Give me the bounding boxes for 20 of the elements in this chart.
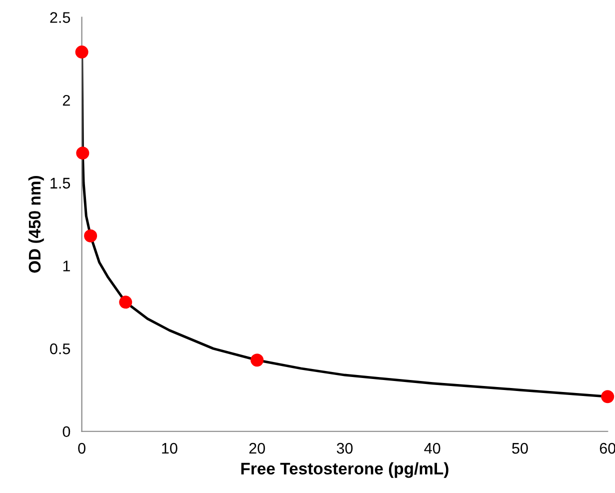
point (75, 46, 88, 59)
point (119, 296, 132, 309)
y-tick-label: 0.5 (50, 343, 70, 354)
x-tick-label: 20 (249, 442, 265, 454)
x-axis-title: Free Testosterone (pg/mL) (241, 462, 448, 478)
y-tick-label: 0 (62, 426, 70, 438)
x-tick-label: 0 (78, 442, 86, 454)
point (84, 229, 98, 242)
x-tick-label: 40 (424, 442, 440, 454)
y-tick-label: 2 (62, 94, 70, 106)
point (76, 146, 90, 160)
x-tick-label: 50 (512, 442, 528, 454)
point (601, 390, 614, 404)
y-tick-label: 2.5 (50, 12, 70, 23)
y-tick-label: 1 (63, 260, 70, 272)
y-tick-label: 1.5 (50, 178, 70, 189)
x-tick-label: 10 (162, 442, 178, 454)
y-axis-title: OD (450 nm) (28, 176, 44, 273)
x-tick-label: 30 (336, 442, 353, 454)
point (250, 354, 264, 367)
